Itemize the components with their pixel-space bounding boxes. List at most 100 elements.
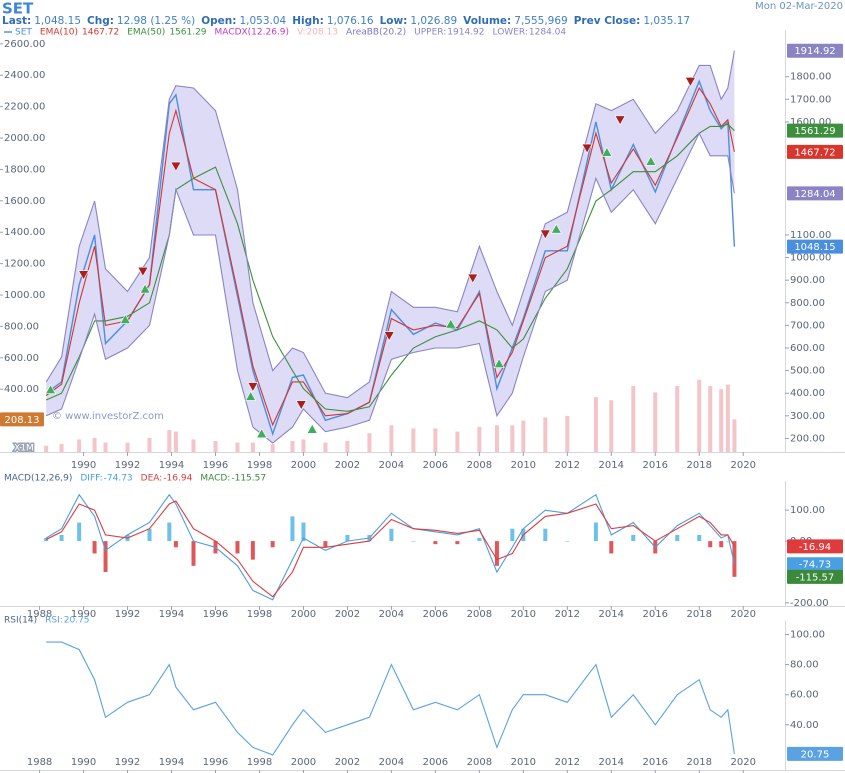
x-tick-label: 2018 [687,460,712,471]
value-flag [787,144,843,159]
bar [367,433,372,452]
y2-tick-label: 400.00 [4,384,39,395]
legend-name: EMA(10) [40,28,78,38]
y2-tick-label: 1200.00 [4,259,45,270]
bar [697,534,702,542]
value-flag-label: 208.13 [5,415,40,426]
legend-name: SET [15,28,32,38]
date: Mon 02-Mar-2020 [755,1,843,12]
y-tick-label: 400.00 [790,388,825,399]
bar [44,445,49,452]
x-tick-label: 2016 [643,460,668,471]
series-line [45,79,736,437]
x-tick-label: 2014 [599,757,624,768]
y2-tick-label: 2600.00 [4,39,45,50]
legend-name: MACD: [200,474,230,484]
quote-label: Open: [201,15,236,27]
x-tick-label: 2020 [730,460,755,471]
x-tick-label: 1990 [71,609,96,620]
y-tick-label: 100.00 [790,505,825,516]
sell-marker [78,270,90,281]
sell-marker [581,143,593,154]
bar [191,439,196,452]
panel-title: RSI(14) [4,616,37,626]
bar [697,379,702,452]
bar [675,534,680,542]
legend-value: -115.57 [231,474,266,484]
value-flag-label: 1048.15 [794,242,835,253]
bar [103,442,108,452]
y2-unit: X1M [14,444,34,454]
value-flag [787,539,843,554]
x-tick-label: 2012 [555,460,580,471]
value-flag-label: 1914.92 [794,46,835,57]
legend-value: 1914.92 [447,28,484,38]
quote-line: Last: 1,048.15 Chg: 12.98 (1.25 %) Open: 1,05… [2,15,690,27]
bar [708,386,713,452]
bar [609,400,614,452]
legend-value: -16.94 [163,474,192,484]
x-tick-label: 1988 [27,609,52,620]
quote-value: 1,035.17 [643,15,690,27]
y-tick-label: 600.00 [790,343,825,354]
bar [77,522,82,542]
x-tick-label: 1990 [71,757,96,768]
quote-value: 12.98 (1.25 %) [117,15,195,27]
x-tick-label: 2008 [467,609,492,620]
bar [345,441,350,452]
y-tick-label: 40.00 [790,720,819,731]
y-tick-label: 900.00 [790,275,825,286]
sell-marker [137,266,149,277]
bar [103,541,108,572]
bar [675,386,680,452]
value-flag-label: -115.57 [796,572,835,583]
x-tick-label: 1994 [159,609,184,620]
buy-marker [139,283,151,294]
y2-tick-label: 1600.00 [4,196,45,207]
bar [125,442,130,452]
x-tick-label: 1996 [203,609,228,620]
quote-value: 1,026.89 [410,15,457,27]
bar [290,516,295,542]
bar [565,415,570,452]
value-flag [787,557,843,572]
x-tick-label: 1994 [159,460,184,471]
series-line [45,86,735,427]
x-tick-label: 2000 [291,757,316,768]
bar [323,541,328,548]
y-tick-label: 200.00 [790,433,825,444]
legend-name: RSI: [45,616,63,626]
bar [411,541,416,542]
panel-title: MACD(12,26,9) [4,474,72,484]
panel: 1988 1990 1992 1994 1996 1998 2000 2002 2004 2006… [0,474,845,620]
legend-indicator: MACDX(12.26.9) [215,28,290,38]
value-flag-label: 1467.72 [794,147,835,158]
x-tick-label: 2010 [511,757,536,768]
x-tick-label: 2000 [291,609,316,620]
symbol: SET [2,0,34,18]
buy-marker [306,423,318,434]
bar [77,439,82,452]
bar [725,384,730,452]
bar [301,439,306,452]
value-flag-label: 1284.04 [794,189,835,200]
y-tick-label: 100.00 [790,630,825,641]
bar [719,389,724,452]
bar [477,538,482,542]
bar [92,437,97,452]
value-flag-label: 1561.29 [794,126,835,137]
sell-marker [684,77,696,87]
x-tick-label: 2016 [643,757,668,768]
bar [494,541,499,566]
quote-value: 1,048.15 [34,15,81,27]
y2-tick-label: 2000.00 [4,133,45,144]
bar [213,441,218,452]
quote-label: Last: [2,15,31,27]
bar [455,431,460,452]
y-tick-label: 700.00 [790,320,825,331]
y-tick-label: -200.00 [790,598,829,609]
y-tick-label: 1100.00 [790,230,831,241]
series-line [45,493,735,601]
bar [147,437,152,452]
